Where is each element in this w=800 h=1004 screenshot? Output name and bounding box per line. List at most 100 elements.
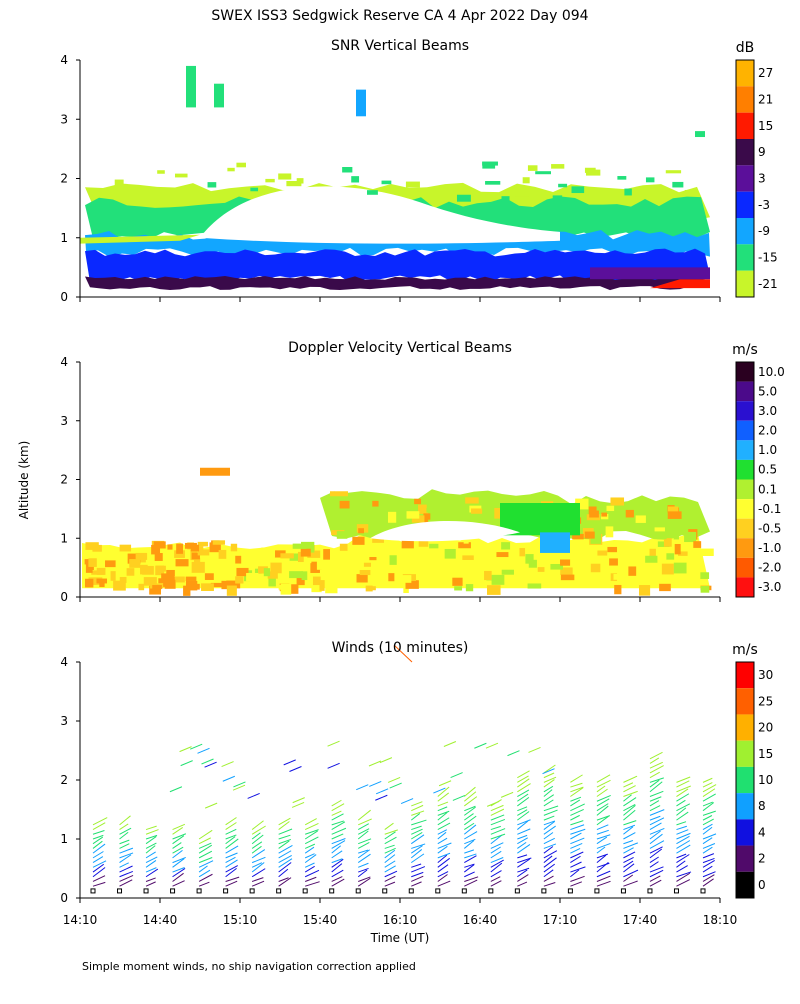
vel-speckle bbox=[335, 577, 345, 587]
snr-speckle bbox=[207, 182, 217, 188]
colorbar-label: 20 bbox=[758, 721, 773, 735]
wind-barb bbox=[596, 815, 609, 826]
vel-speckle bbox=[550, 563, 563, 570]
wind-barb bbox=[437, 792, 450, 802]
y-tick-label: 2 bbox=[60, 172, 68, 186]
wind-barb bbox=[198, 850, 213, 859]
wind-barb bbox=[570, 820, 584, 826]
vel-speckle bbox=[609, 558, 618, 566]
wind-barb bbox=[649, 790, 664, 797]
vel-speckle bbox=[352, 536, 365, 545]
wind-barb bbox=[232, 784, 246, 791]
colorbar-swatch bbox=[736, 401, 754, 421]
wind-barb bbox=[464, 863, 475, 868]
wind-barb bbox=[172, 867, 185, 873]
vel-speckle bbox=[316, 559, 323, 570]
snr-speckle bbox=[535, 171, 552, 175]
vel-speckle bbox=[452, 577, 463, 586]
wind-surface-marker bbox=[461, 888, 467, 894]
wind-barb bbox=[649, 869, 664, 878]
wind-barb bbox=[198, 837, 211, 845]
wind-barb bbox=[649, 765, 664, 774]
vel-speckle bbox=[606, 505, 615, 512]
vel-speckle bbox=[411, 515, 425, 523]
wind-barb bbox=[570, 881, 583, 887]
vel-speckle bbox=[661, 563, 674, 575]
wind-surface-marker bbox=[143, 888, 149, 894]
wind-barb bbox=[92, 830, 105, 835]
colorbar-label: -3 bbox=[758, 198, 770, 212]
colorbar-unit: m/s bbox=[732, 342, 758, 358]
colorbar-frame bbox=[735, 361, 755, 598]
colorbar-label: 0 bbox=[758, 878, 766, 892]
vel-speckle bbox=[388, 573, 395, 582]
wind-surface-marker bbox=[90, 888, 96, 894]
vel-speckle bbox=[105, 560, 116, 568]
wind-barb bbox=[517, 811, 530, 821]
wind-barb bbox=[327, 740, 340, 747]
vel-speckle bbox=[280, 553, 294, 559]
wind-barb bbox=[649, 817, 665, 826]
wind-barb bbox=[623, 880, 638, 887]
vel-echo bbox=[330, 491, 348, 497]
wind-barb bbox=[292, 797, 305, 804]
vel-speckle bbox=[204, 573, 214, 580]
wind-barb bbox=[649, 833, 663, 845]
snr-speckle bbox=[522, 177, 530, 184]
wind-barb bbox=[676, 785, 691, 793]
wind-barb bbox=[304, 854, 317, 864]
vel-speckle bbox=[584, 531, 595, 539]
wind-barb bbox=[464, 838, 476, 845]
vel-speckle bbox=[161, 573, 168, 581]
vel-speckle bbox=[339, 500, 350, 509]
wind-barb bbox=[357, 842, 370, 849]
wind-barb bbox=[517, 867, 530, 873]
snr-purple-patch bbox=[590, 267, 710, 280]
vel-speckle bbox=[610, 497, 625, 506]
wind-barb bbox=[204, 761, 217, 768]
wind-barb bbox=[649, 800, 660, 807]
colorbar-label: 3 bbox=[758, 172, 766, 186]
wind-barb bbox=[517, 844, 531, 854]
x-tick-label: 15:40 bbox=[303, 913, 338, 927]
wind-barb bbox=[387, 776, 401, 783]
wind-barb bbox=[225, 880, 238, 887]
wind-barb bbox=[119, 874, 134, 882]
snr-speckle bbox=[558, 183, 568, 188]
wind-barb bbox=[464, 855, 477, 864]
wind-barb bbox=[411, 866, 426, 873]
wind-barb bbox=[190, 743, 203, 750]
colorbar-swatch bbox=[736, 499, 754, 519]
vel-speckle bbox=[138, 583, 145, 591]
wind-barb bbox=[331, 821, 346, 830]
vel-speckle bbox=[700, 585, 710, 593]
wind-barb bbox=[358, 849, 369, 854]
y-tick-label: 0 bbox=[60, 590, 68, 604]
x-tick-label: 14:40 bbox=[143, 913, 178, 927]
vel-speckle bbox=[363, 562, 371, 567]
wind-barb bbox=[198, 860, 214, 868]
wind-barb bbox=[676, 860, 686, 868]
wind-barb bbox=[92, 863, 105, 873]
wind-barb bbox=[490, 825, 501, 831]
wind-barb bbox=[411, 832, 423, 840]
wind-barb bbox=[649, 815, 661, 821]
wind-barb bbox=[517, 857, 532, 864]
wind-barb bbox=[623, 824, 636, 831]
wind-barb bbox=[225, 852, 238, 859]
snr-speckle bbox=[286, 180, 302, 187]
wind-barb bbox=[172, 823, 186, 831]
wind-barb bbox=[411, 863, 422, 868]
wind-barb bbox=[278, 844, 293, 854]
wind-surface-marker bbox=[408, 888, 414, 894]
wind-surface-marker bbox=[249, 888, 255, 894]
wind-barb bbox=[485, 742, 499, 749]
vel-speckle bbox=[174, 576, 185, 583]
wind-barb bbox=[145, 836, 157, 845]
wind-barb bbox=[623, 832, 636, 840]
vel-speckle bbox=[501, 542, 511, 550]
snr-band bbox=[85, 276, 710, 291]
wind-barb bbox=[490, 859, 504, 868]
